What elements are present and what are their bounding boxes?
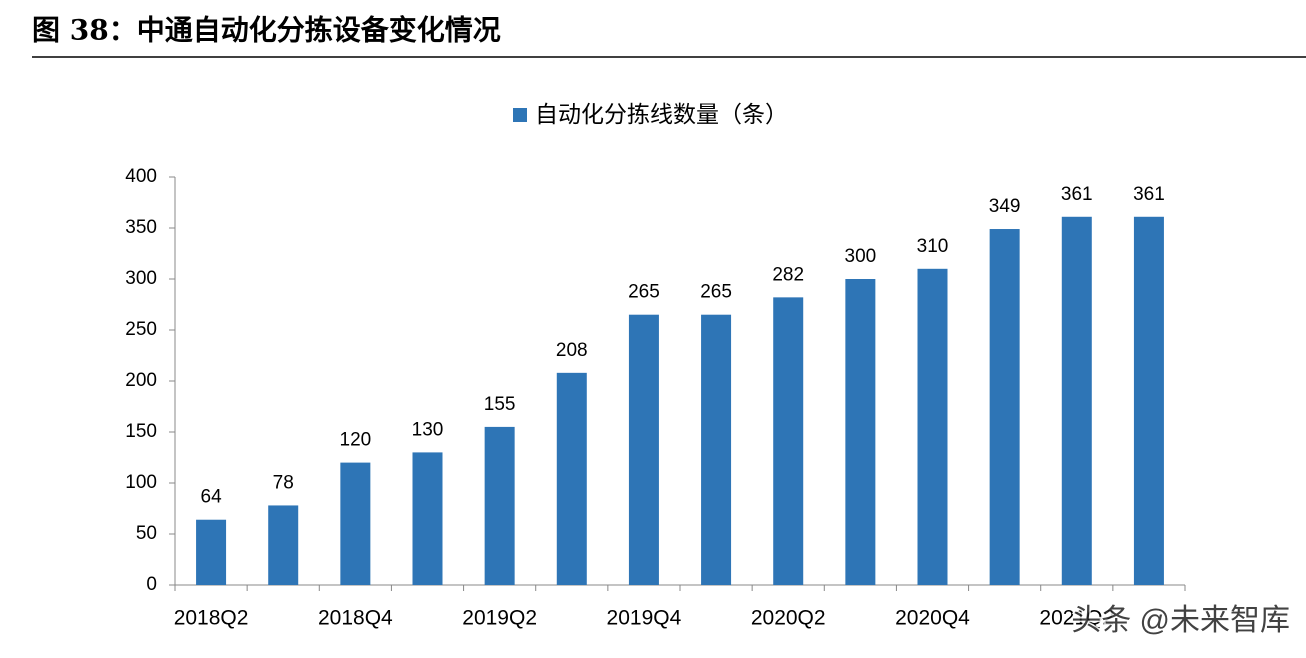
bar (917, 268, 948, 585)
bar (196, 519, 227, 585)
y-tick-label: 150 (125, 421, 157, 442)
y-tick-label: 350 (125, 217, 157, 238)
bar (628, 314, 659, 585)
watermark: 头条 @未来智库 (1071, 604, 1290, 637)
data-label: 155 (484, 394, 516, 415)
y-tick-label: 250 (125, 319, 157, 340)
bar (1133, 216, 1164, 585)
y-tick-label: 100 (125, 472, 157, 493)
chart-title: 图 38：中通自动化分拣设备变化情况 (32, 14, 501, 47)
data-label: 282 (772, 264, 804, 285)
data-label: 361 (1061, 184, 1093, 205)
bar (484, 426, 515, 585)
x-tick-label: 2018Q2 (174, 607, 249, 630)
bar (701, 314, 732, 585)
legend-swatch (513, 108, 527, 122)
x-tick-label: 2018Q4 (318, 607, 393, 630)
y-tick-label: 0 (146, 574, 157, 595)
data-label: 349 (989, 196, 1021, 217)
bar (1061, 216, 1092, 585)
bar (556, 372, 587, 585)
data-label: 130 (412, 419, 444, 440)
data-label: 208 (556, 340, 588, 361)
data-label: 300 (845, 246, 877, 267)
y-tick-label: 50 (136, 523, 157, 544)
data-label: 78 (273, 472, 294, 493)
bar (268, 505, 299, 585)
bar (412, 452, 443, 585)
x-tick-label: 2021Q2 (1039, 607, 1114, 630)
legend-label: 自动化分拣线数量（条） (535, 101, 788, 127)
x-tick-label: 2019Q2 (462, 607, 537, 630)
x-tick-label: 2020Q2 (751, 607, 826, 630)
x-tick-label: 2020Q4 (895, 607, 970, 630)
bar (989, 229, 1020, 585)
data-label: 310 (917, 236, 949, 257)
x-tick-label: 2019Q4 (607, 607, 682, 630)
data-label: 120 (340, 430, 372, 451)
y-tick-label: 200 (125, 370, 157, 391)
bar (773, 297, 804, 585)
y-tick-label: 400 (125, 166, 157, 187)
data-label: 265 (700, 282, 732, 303)
bar (340, 462, 371, 585)
data-label: 265 (628, 282, 660, 303)
y-tick-label: 300 (125, 268, 157, 289)
data-label: 361 (1133, 184, 1165, 205)
bar (845, 279, 876, 585)
data-label: 64 (201, 487, 223, 508)
